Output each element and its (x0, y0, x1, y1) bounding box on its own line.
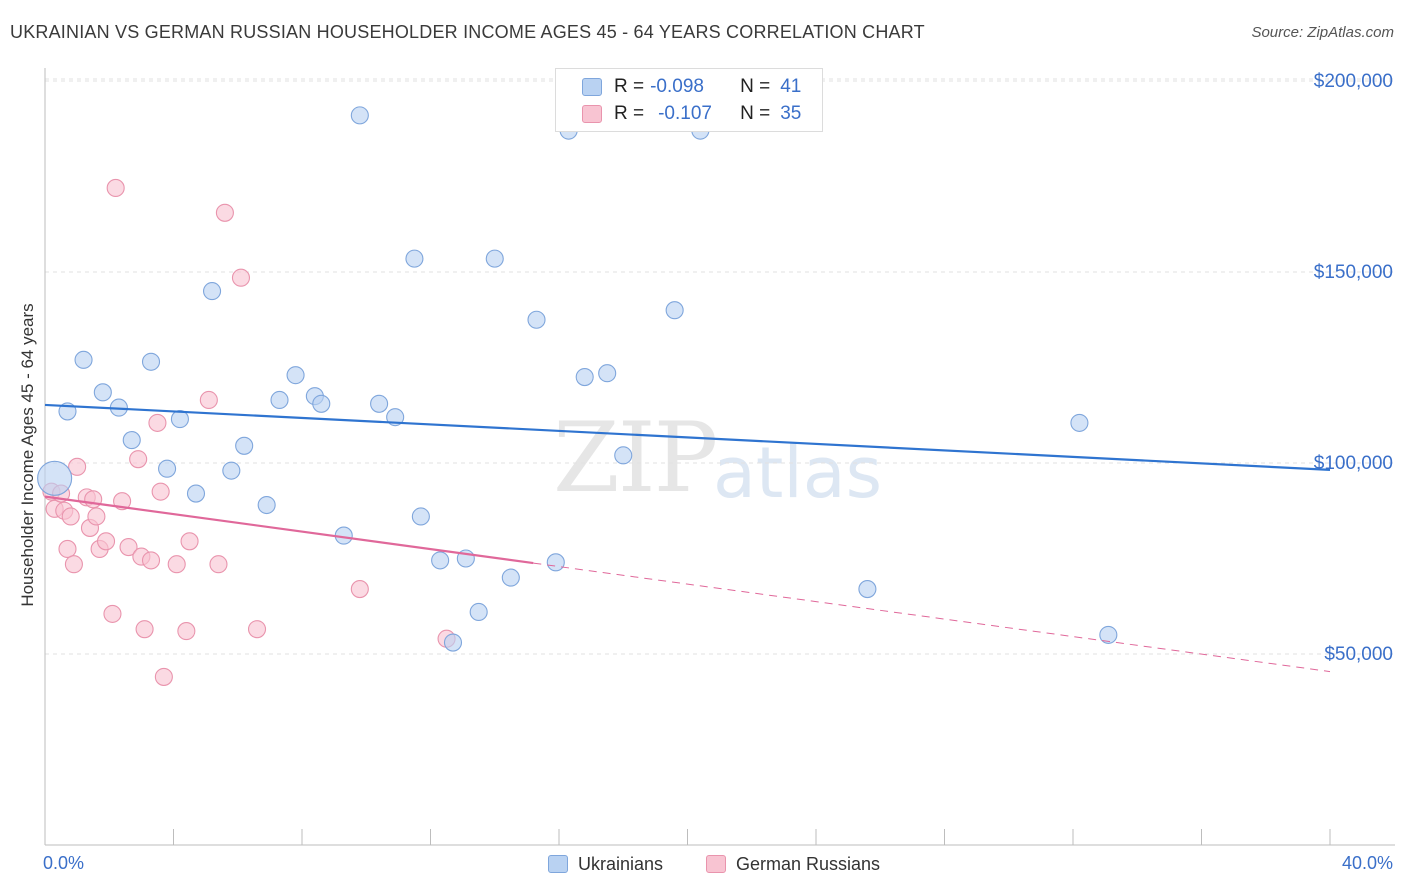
series-legend-ukrainians: Ukrainians (548, 852, 663, 876)
ukrainians-point (1070, 413, 1089, 432)
legend-row-german-russians: R = -0.107 N = 35 (582, 102, 801, 126)
ukrainians-point (312, 394, 331, 413)
german-russians-point (141, 551, 161, 570)
german-russians-point (167, 555, 186, 574)
ukrainians-point (443, 633, 463, 652)
y-axis-label: Householder Income Ages 45 - 64 years (18, 303, 37, 607)
ukrainians-point (141, 352, 161, 371)
german-russians-point (180, 532, 199, 551)
series-name: German Russians (736, 853, 881, 874)
german-russians-point (119, 537, 138, 557)
y-tick-label: $150,000 (1314, 262, 1393, 283)
ukrainians-point (93, 383, 112, 402)
legend-n-label: N = (740, 76, 771, 97)
ukrainians-point (411, 507, 430, 526)
legend-n-value: 35 (780, 103, 802, 124)
ukrainians-swatch (548, 855, 568, 873)
german-russians-point (61, 507, 80, 526)
ukrainians-point (1099, 625, 1118, 644)
ukrainians-point (469, 602, 488, 622)
german-russians-point (350, 580, 369, 599)
german-russians-point (148, 413, 167, 432)
german-russians-point (84, 490, 103, 509)
ukrainians-point (286, 366, 305, 385)
german-russians-trend-extension (533, 562, 1331, 673)
legend-row-ukrainians: R = -0.098 N = 41 (582, 75, 801, 99)
german-russians-point (177, 622, 196, 641)
ukrainians-point (575, 367, 594, 387)
german-russians-point (96, 532, 116, 551)
ukrainians-point (122, 431, 141, 450)
german-russians-point (209, 555, 228, 574)
ukrainians-point (235, 436, 254, 455)
german-russians-swatch (706, 855, 726, 873)
series-legend-german-russians: German Russians (706, 852, 880, 876)
ukrainians-point (350, 106, 369, 125)
legend-n-label: N = (740, 103, 771, 124)
german-russians-point (103, 604, 122, 623)
watermark-zip: ZIP (553, 402, 718, 514)
ukrainians-point (370, 394, 389, 413)
ukrainians-point (270, 390, 289, 410)
german-russians-point (129, 450, 148, 469)
german-russians-point (247, 620, 267, 639)
legend-n-value: 41 (780, 76, 802, 97)
ukrainians-trend-line (44, 403, 1331, 471)
ukrainians-point (527, 310, 546, 329)
grid-layer (45, 78, 1395, 655)
ukrainians-point (203, 282, 222, 301)
german-russians-point (199, 390, 218, 410)
x-tick-label-max: 40.0% (1342, 853, 1393, 873)
legend-r-label: R = (614, 103, 645, 124)
german-russians-point (135, 620, 154, 639)
axis-layer (44, 68, 1395, 846)
tick-labels: $50,000 $100,000 $150,000 $200,000 0.0% 40.0% (43, 71, 1393, 873)
ukrainians-point (158, 459, 177, 478)
legend-r-value: -0.107 (658, 103, 712, 124)
german-russians-points (42, 178, 456, 686)
ukrainians-point (186, 484, 206, 503)
ukrainians-swatch (582, 78, 602, 96)
german-russians-point (154, 667, 173, 686)
legend-r-value: -0.098 (650, 76, 704, 97)
ukrainians-point (37, 460, 73, 496)
german-russians-swatch (582, 105, 602, 123)
ukrainians-point (405, 249, 424, 268)
ukrainians-point (257, 495, 276, 515)
ukrainians-point (598, 364, 617, 383)
german-russians-point (64, 555, 83, 574)
german-russians-point (215, 203, 234, 222)
german-russians-point (87, 507, 106, 526)
trend-lines (44, 403, 1331, 673)
ukrainians-point (546, 553, 565, 572)
y-tick-label: $200,000 (1314, 71, 1393, 92)
ukrainians-point (485, 249, 504, 268)
correlation-legend: R = -0.098 N = 41 R = -0.107 N = 35 (555, 68, 823, 132)
german-russians-point (231, 268, 251, 287)
german-russians-trend-line (44, 495, 534, 565)
german-russians-point (106, 178, 125, 198)
ukrainians-point (170, 410, 189, 429)
ukrainians-point (858, 580, 877, 599)
series-name: Ukrainians (578, 853, 664, 874)
ukrainians-point (222, 461, 241, 480)
german-russians-point (68, 457, 87, 476)
german-russians-point (58, 539, 77, 559)
ukrainians-point (74, 350, 93, 369)
ukrainians-point (614, 446, 633, 465)
y-tick-label: $100,000 (1314, 453, 1393, 474)
chart-title: UKRAINIAN VS GERMAN RUSSIAN HOUSEHOLDER … (10, 22, 925, 42)
ukrainians-point (431, 551, 450, 570)
y-tick-label: $50,000 (1324, 644, 1393, 665)
x-tick-label-min: 0.0% (43, 853, 84, 873)
legend-r-label: R = (614, 76, 645, 97)
german-russians-point (151, 482, 170, 501)
ukrainians-point (665, 301, 684, 320)
ukrainians-points (37, 106, 1118, 652)
source-credit: Source: ZipAtlas.com (1251, 24, 1394, 41)
ukrainians-point (501, 568, 520, 587)
